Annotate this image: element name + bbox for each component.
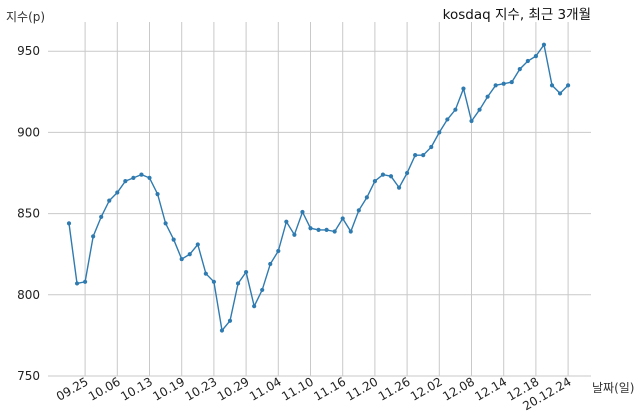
- y-tick-label: 950: [17, 44, 40, 58]
- data-point: [66, 221, 72, 226]
- x-tick-label: 12.08: [440, 374, 477, 403]
- data-point: [300, 209, 305, 215]
- data-point: [244, 269, 249, 275]
- data-point: [203, 271, 208, 276]
- data-point: [437, 130, 442, 135]
- data-point: [147, 175, 152, 180]
- x-tick-label: 11.16: [311, 374, 348, 403]
- series-line: [68, 42, 569, 333]
- chart-title: kosdaq 지수, 최근 3개월: [443, 7, 591, 23]
- data-point: [83, 279, 88, 284]
- data-point: [179, 256, 184, 262]
- x-tick-label: 10.29: [215, 374, 252, 403]
- x-tick-label: 10.23: [183, 374, 220, 403]
- y-tick-labels: 750 800 850 900 950: [17, 44, 40, 383]
- x-tick-label: 11.20: [344, 374, 381, 403]
- data-point: [123, 179, 128, 184]
- data-point: [163, 221, 168, 226]
- data-point: [380, 172, 386, 177]
- data-point: [268, 261, 273, 267]
- data-point: [252, 304, 257, 309]
- data-point: [445, 117, 450, 122]
- grid-lines: [48, 22, 591, 377]
- data-point: [211, 279, 216, 284]
- data-point: [453, 107, 458, 112]
- x-tick-label: 10.19: [150, 374, 187, 403]
- data-point: [557, 91, 563, 96]
- data-point: [396, 185, 402, 190]
- data-point: [131, 175, 136, 180]
- x-tick-label: 10.06: [86, 374, 123, 403]
- data-point: [421, 153, 426, 158]
- data-point: [356, 208, 361, 213]
- data-point: [276, 248, 281, 254]
- data-point: [292, 232, 297, 237]
- x-tick-label: 09.25: [54, 374, 91, 403]
- data-point: [533, 54, 539, 59]
- data-point: [388, 174, 394, 179]
- data-point: [340, 216, 345, 221]
- x-tick-label: 11.26: [376, 374, 413, 403]
- data-point: [155, 192, 160, 197]
- data-point: [509, 79, 514, 85]
- data-point: [219, 328, 225, 333]
- y-tick-label: 800: [17, 288, 40, 302]
- data-point: [260, 287, 265, 293]
- data-point: [115, 190, 120, 195]
- data-point: [541, 42, 547, 47]
- x-tick-label: 12.14: [472, 374, 509, 403]
- series-kosdaq: [66, 42, 571, 333]
- data-point: [107, 198, 112, 203]
- data-point: [316, 227, 321, 232]
- data-point: [91, 234, 96, 239]
- data-point: [235, 281, 241, 286]
- data-point: [308, 226, 313, 231]
- data-point: [364, 195, 369, 200]
- data-point: [99, 214, 104, 219]
- data-point: [429, 144, 434, 150]
- data-point: [525, 58, 530, 64]
- data-point: [284, 219, 289, 224]
- data-point: [493, 83, 498, 88]
- data-point: [227, 318, 233, 323]
- y-axis-label: 지수(p): [6, 10, 45, 24]
- data-point: [74, 281, 80, 286]
- x-tick-label: 11.04: [247, 374, 284, 403]
- x-tick-label: 11.10: [279, 374, 316, 403]
- y-tick-label: 750: [17, 369, 40, 383]
- data-point: [405, 170, 410, 176]
- x-axis-label: 날짜(일): [592, 381, 634, 395]
- x-tick-label: 10.13: [118, 374, 155, 403]
- data-point: [171, 237, 176, 242]
- data-point: [477, 107, 482, 112]
- data-point: [348, 229, 353, 234]
- data-point: [187, 252, 192, 257]
- y-tick-label: 850: [17, 207, 40, 221]
- data-point: [372, 179, 377, 184]
- y-tick-label: 900: [17, 125, 40, 139]
- x-tick-labels: 09.2510.0610.1310.1910.2310.2911.0411.10…: [54, 374, 574, 413]
- data-point: [549, 83, 555, 88]
- data-point: [332, 229, 337, 234]
- data-point: [517, 66, 522, 72]
- data-point: [324, 227, 329, 232]
- data-point: [485, 94, 490, 99]
- x-tick-label: 12.02: [408, 374, 445, 403]
- data-point: [469, 118, 474, 124]
- data-point: [413, 153, 418, 158]
- data-point: [139, 172, 144, 177]
- data-point: [461, 86, 466, 91]
- data-point: [195, 242, 200, 247]
- data-point: [501, 81, 506, 86]
- data-point: [566, 83, 571, 88]
